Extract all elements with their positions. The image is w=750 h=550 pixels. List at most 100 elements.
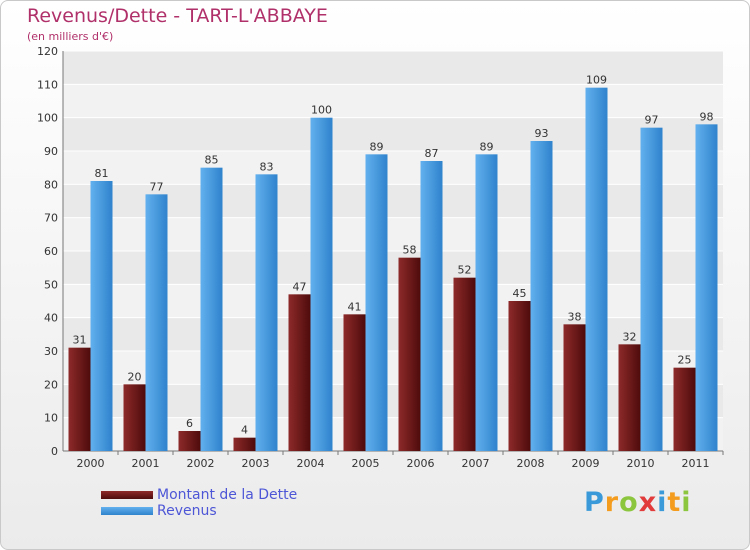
data-label-revenus: 89 bbox=[370, 140, 384, 153]
data-label-dette: 38 bbox=[568, 310, 582, 323]
bar-dette bbox=[618, 344, 641, 451]
x-tick-label: 2003 bbox=[242, 457, 270, 470]
bar-dette bbox=[68, 347, 91, 451]
bar-dette bbox=[233, 437, 256, 451]
proxiti-logo: Proxiti bbox=[584, 487, 692, 518]
y-tick-label: 20 bbox=[44, 378, 58, 391]
bar-revenus bbox=[200, 167, 223, 451]
data-label-dette: 31 bbox=[73, 334, 87, 347]
plot-band bbox=[63, 317, 723, 351]
bar-dette bbox=[673, 367, 696, 451]
bar-revenus bbox=[695, 124, 718, 451]
bar-revenus bbox=[255, 174, 278, 452]
y-tick-label: 10 bbox=[44, 412, 58, 425]
y-tick-label: 110 bbox=[37, 78, 58, 91]
bar-dette bbox=[288, 294, 311, 451]
plot-band bbox=[63, 417, 723, 451]
legend-label-dette: Montant de la Dette bbox=[157, 487, 298, 503]
data-label-dette: 32 bbox=[623, 330, 637, 343]
data-label-dette: 4 bbox=[241, 424, 248, 437]
legend-item-dette: Montant de la Dette bbox=[101, 487, 297, 503]
bar-revenus bbox=[640, 127, 663, 452]
logo-letter: o bbox=[619, 487, 639, 518]
data-label-revenus: 85 bbox=[205, 154, 219, 167]
x-tick-label: 2008 bbox=[517, 457, 545, 470]
x-tick-label: 2010 bbox=[627, 457, 655, 470]
legend-swatch-revenus bbox=[101, 507, 153, 515]
data-label-dette: 25 bbox=[678, 354, 692, 367]
data-label-revenus: 93 bbox=[535, 127, 549, 140]
bar-revenus bbox=[365, 154, 388, 452]
x-tick-label: 2005 bbox=[352, 457, 380, 470]
y-tick-label: 70 bbox=[44, 212, 58, 225]
y-tick-label: 30 bbox=[44, 345, 58, 358]
data-label-revenus: 89 bbox=[480, 140, 494, 153]
plot-band bbox=[63, 384, 723, 418]
plot-band bbox=[63, 217, 723, 251]
data-label-dette: 45 bbox=[513, 287, 527, 300]
plot-band bbox=[63, 284, 723, 318]
bar-dette bbox=[178, 431, 201, 451]
data-label-revenus: 97 bbox=[645, 114, 659, 127]
logo-letter: i bbox=[657, 487, 668, 518]
y-tick-label: 100 bbox=[37, 112, 58, 125]
data-label-dette: 41 bbox=[348, 300, 362, 313]
bar-revenus bbox=[530, 141, 553, 451]
chart-title: Revenus/Dette - TART-L'ABBAYE bbox=[27, 5, 328, 27]
data-label-revenus: 87 bbox=[425, 147, 439, 160]
plot-band bbox=[63, 117, 723, 151]
data-label-dette: 52 bbox=[458, 264, 472, 277]
x-tick-label: 2011 bbox=[682, 457, 710, 470]
legend-swatch-dette bbox=[101, 491, 153, 499]
logo-letter: P bbox=[584, 487, 605, 518]
x-tick-label: 2007 bbox=[462, 457, 490, 470]
data-label-revenus: 83 bbox=[260, 160, 274, 173]
y-tick-label: 60 bbox=[44, 245, 58, 258]
data-label-revenus: 100 bbox=[311, 104, 332, 117]
legend-item-revenus: Revenus bbox=[101, 503, 297, 519]
logo-letter: r bbox=[604, 487, 620, 518]
data-label-dette: 6 bbox=[186, 417, 193, 430]
y-tick-label: 80 bbox=[44, 178, 58, 191]
bar-revenus bbox=[90, 181, 113, 451]
data-label-revenus: 81 bbox=[95, 167, 109, 180]
y-tick-label: 50 bbox=[44, 278, 58, 291]
bar-revenus bbox=[310, 117, 333, 452]
bar-dette bbox=[508, 301, 531, 451]
x-tick-label: 2000 bbox=[77, 457, 105, 470]
bar-dette bbox=[343, 314, 366, 451]
x-tick-label: 2006 bbox=[407, 457, 435, 470]
legend-label-revenus: Revenus bbox=[157, 503, 217, 519]
plot-band bbox=[63, 251, 723, 285]
data-label-dette: 58 bbox=[403, 244, 417, 257]
y-tick-label: 90 bbox=[44, 145, 58, 158]
bar-revenus bbox=[420, 161, 443, 451]
chart-subtitle: (en milliers d'€) bbox=[27, 30, 114, 43]
y-tick-label: 0 bbox=[51, 445, 58, 458]
logo-letter: t bbox=[667, 487, 682, 518]
x-tick-label: 2002 bbox=[187, 457, 215, 470]
plot-band bbox=[63, 184, 723, 218]
data-label-revenus: 98 bbox=[700, 110, 714, 123]
bar-dette bbox=[398, 257, 421, 451]
x-tick-label: 2004 bbox=[297, 457, 325, 470]
y-tick-label: 40 bbox=[44, 312, 58, 325]
plot-band bbox=[63, 84, 723, 118]
x-tick-label: 2001 bbox=[132, 457, 160, 470]
bar-revenus bbox=[475, 154, 498, 452]
data-label-revenus: 109 bbox=[586, 74, 607, 87]
bar-dette bbox=[563, 324, 586, 451]
data-label-revenus: 77 bbox=[150, 180, 164, 193]
legend: Montant de la Dette Revenus bbox=[101, 487, 297, 519]
plot-band bbox=[63, 351, 723, 385]
bar-dette bbox=[123, 384, 146, 451]
y-tick-label: 120 bbox=[37, 45, 58, 58]
logo-letter: x bbox=[638, 487, 658, 518]
logo-letter: i bbox=[681, 487, 692, 518]
bar-dette bbox=[453, 277, 476, 451]
x-tick-label: 2009 bbox=[572, 457, 600, 470]
plot-band bbox=[63, 51, 723, 85]
bar-revenus bbox=[145, 194, 168, 452]
